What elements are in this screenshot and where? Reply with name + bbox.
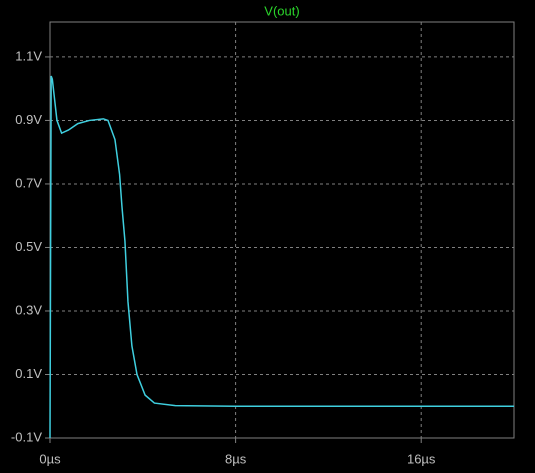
y-tick-label: 0.5V xyxy=(15,239,42,254)
y-tick-label: 0.1V xyxy=(15,366,42,381)
chart-title: V(out) xyxy=(264,3,299,18)
y-tick-label: 0.9V xyxy=(15,112,42,127)
y-tick-label: 1.1V xyxy=(15,48,42,63)
y-tick-label: -0.1V xyxy=(11,429,42,444)
x-tick-label: 0µs xyxy=(39,451,61,466)
y-tick-label: 0.7V xyxy=(15,175,42,190)
data-line xyxy=(49,75,514,439)
x-tick-label: 16µs xyxy=(407,451,436,466)
x-tick-label: 8µs xyxy=(225,451,247,466)
y-tick-label: 0.3V xyxy=(15,302,42,317)
